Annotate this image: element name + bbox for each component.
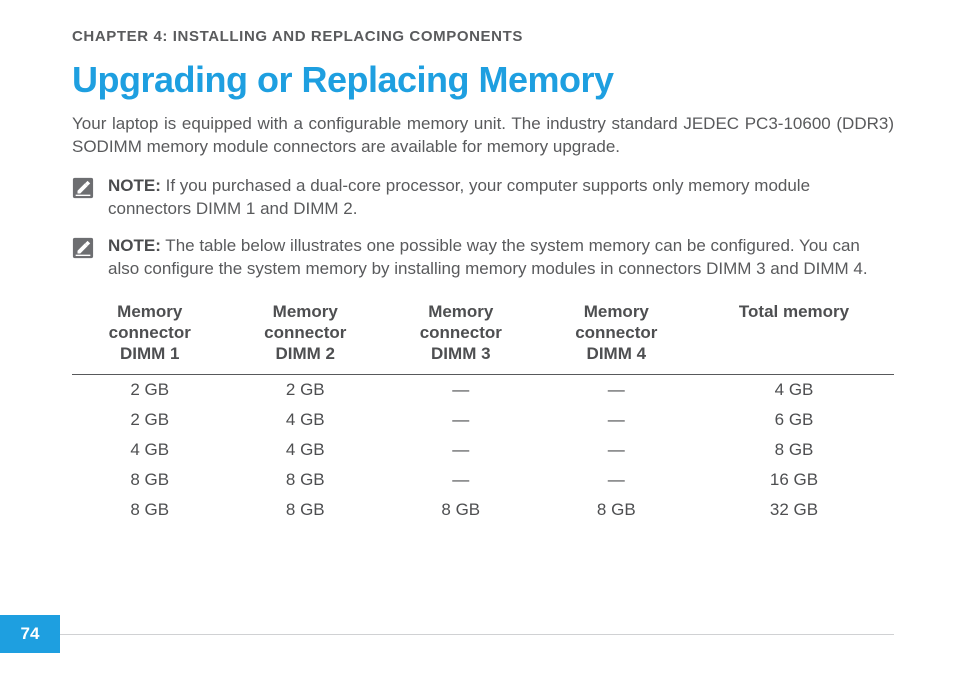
cell: 32 GB [694,495,894,525]
cell: — [383,465,539,495]
table-row: 8 GB 8 GB 8 GB 8 GB 32 GB [72,495,894,525]
cell: — [539,435,695,465]
pencil-note-icon [72,237,94,259]
table-row: 2 GB 4 GB — — 6 GB [72,405,894,435]
cell: 8 GB [539,495,695,525]
table-header-row: Memory connector DIMM 1 Memory connector… [72,295,894,375]
cell: 16 GB [694,465,894,495]
table-row: 4 GB 4 GB — — 8 GB [72,435,894,465]
cell: — [539,375,695,406]
cell: 8 GB [228,495,384,525]
table-header: Memory connector DIMM 1 Memory connector… [72,295,894,375]
cell: 2 GB [228,375,384,406]
cell: 8 GB [383,495,539,525]
note-body: If you purchased a dual-core processor, … [108,176,810,218]
cell: 8 GB [72,465,228,495]
col-header-dimm3: Memory connector DIMM 3 [383,295,539,375]
cell: — [539,465,695,495]
page-number: 74 [0,615,60,653]
col-header-dimm2: Memory connector DIMM 2 [228,295,384,375]
intro-paragraph: Your laptop is equipped with a configura… [72,113,894,159]
cell: 4 GB [228,435,384,465]
note-text: NOTE: If you purchased a dual-core proce… [108,175,894,221]
cell: — [383,435,539,465]
pencil-note-icon [72,177,94,199]
col-header-dimm1: Memory connector DIMM 1 [72,295,228,375]
col-header-dimm4: Memory connector DIMM 4 [539,295,695,375]
note-body: The table below illustrates one possible… [108,236,868,278]
cell: 2 GB [72,375,228,406]
cell: — [383,405,539,435]
cell: 4 GB [694,375,894,406]
table-row: 2 GB 2 GB — — 4 GB [72,375,894,406]
note-block: NOTE: The table below illustrates one po… [72,235,894,281]
cell: 4 GB [228,405,384,435]
note-text: NOTE: The table below illustrates one po… [108,235,894,281]
note-block: NOTE: If you purchased a dual-core proce… [72,175,894,221]
table-row: 8 GB 8 GB — — 16 GB [72,465,894,495]
chapter-label: CHAPTER 4: INSTALLING AND REPLACING COMP… [72,28,894,45]
page-title: Upgrading or Replacing Memory [72,59,894,101]
cell: 8 GB [72,495,228,525]
document-page: CHAPTER 4: INSTALLING AND REPLACING COMP… [0,0,954,677]
cell: 4 GB [72,435,228,465]
cell: 8 GB [694,435,894,465]
cell: — [383,375,539,406]
memory-config-table: Memory connector DIMM 1 Memory connector… [72,295,894,526]
cell: — [539,405,695,435]
table-body: 2 GB 2 GB — — 4 GB 2 GB 4 GB — — 6 GB 4 … [72,375,894,526]
col-header-total: Total memory [694,295,894,375]
footer-rule [60,634,894,635]
note-label: NOTE: [108,176,161,195]
cell: 8 GB [228,465,384,495]
cell: 6 GB [694,405,894,435]
note-label: NOTE: [108,236,161,255]
cell: 2 GB [72,405,228,435]
